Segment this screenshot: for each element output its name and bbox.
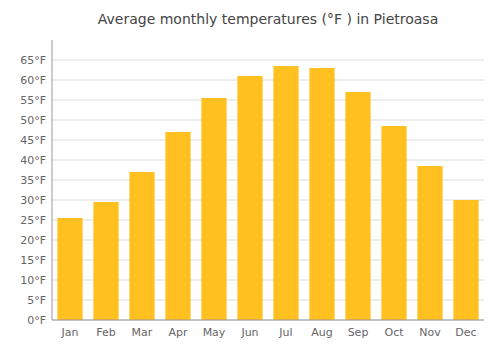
y-axis-line bbox=[52, 40, 53, 320]
y-axis: 0°F 5°F 10°F 15°F 20°F 25°F 30°F 35°F 40°F 45°F 50… bbox=[20, 40, 52, 327]
x-axis-line bbox=[52, 320, 484, 321]
grid-line bbox=[52, 140, 484, 141]
bar bbox=[237, 76, 262, 320]
bar bbox=[345, 92, 370, 320]
bar bbox=[93, 202, 118, 320]
y-tick-label: 55°F bbox=[20, 94, 46, 107]
bar bbox=[129, 172, 154, 320]
y-tick-label: 30°F bbox=[20, 194, 46, 207]
bar bbox=[417, 166, 442, 320]
x-tick-label: Apr bbox=[168, 326, 188, 339]
y-tick-label: 35°F bbox=[20, 174, 46, 187]
x-tick-label: Mar bbox=[132, 326, 153, 339]
y-tick-label: 5°F bbox=[27, 294, 46, 307]
grid-line bbox=[52, 320, 484, 321]
bar bbox=[57, 218, 82, 320]
bar bbox=[165, 132, 190, 320]
chart: 0°F 5°F 10°F 15°F 20°F 25°F 30°F 35°F 40°F 45°F 50… bbox=[0, 0, 500, 350]
bar bbox=[309, 68, 334, 320]
x-tick-label: Jul bbox=[278, 326, 292, 339]
x-tick-label: Feb bbox=[96, 326, 115, 339]
y-tick-label: 0°F bbox=[27, 314, 46, 327]
title: Average monthly temperatures (°F ) in Pi… bbox=[98, 11, 438, 27]
bar bbox=[453, 200, 478, 320]
y-tick-label: 40°F bbox=[20, 154, 46, 167]
y-tick-label: 20°F bbox=[20, 234, 46, 247]
grid-line bbox=[52, 80, 484, 81]
x-tick-label: Dec bbox=[455, 326, 476, 339]
x-tick-label: Jan bbox=[61, 326, 79, 339]
bars bbox=[57, 66, 478, 320]
x-tick-label: Nov bbox=[419, 326, 441, 339]
y-tick-label: 10°F bbox=[20, 274, 46, 287]
y-tick-label: 45°F bbox=[20, 134, 46, 147]
grid-line bbox=[52, 60, 484, 61]
grid-line bbox=[52, 120, 484, 121]
y-tick-label: 25°F bbox=[20, 214, 46, 227]
x-tick-label: Jun bbox=[240, 326, 258, 339]
grid-line bbox=[52, 100, 484, 101]
grid bbox=[52, 60, 484, 320]
x-tick-label: Sep bbox=[348, 326, 369, 339]
bar bbox=[381, 126, 406, 320]
x-tick-label: Oct bbox=[384, 326, 404, 339]
y-tick-label: 60°F bbox=[20, 74, 46, 87]
y-tick-label: 50°F bbox=[20, 114, 46, 127]
y-tick-label: 65°F bbox=[20, 54, 46, 67]
y-tick-label: 15°F bbox=[20, 254, 46, 267]
x-tick-label: May bbox=[203, 326, 226, 339]
bar bbox=[273, 66, 298, 320]
x-axis: Jan Feb Mar Apr May Jun Jul Aug Sep Oct Nov Dec bbox=[52, 320, 484, 339]
page: {"chart_data": {"type": "bar", "title": … bbox=[0, 0, 500, 350]
bar bbox=[201, 98, 226, 320]
grid-line bbox=[52, 160, 484, 161]
x-tick-label: Aug bbox=[311, 326, 332, 339]
